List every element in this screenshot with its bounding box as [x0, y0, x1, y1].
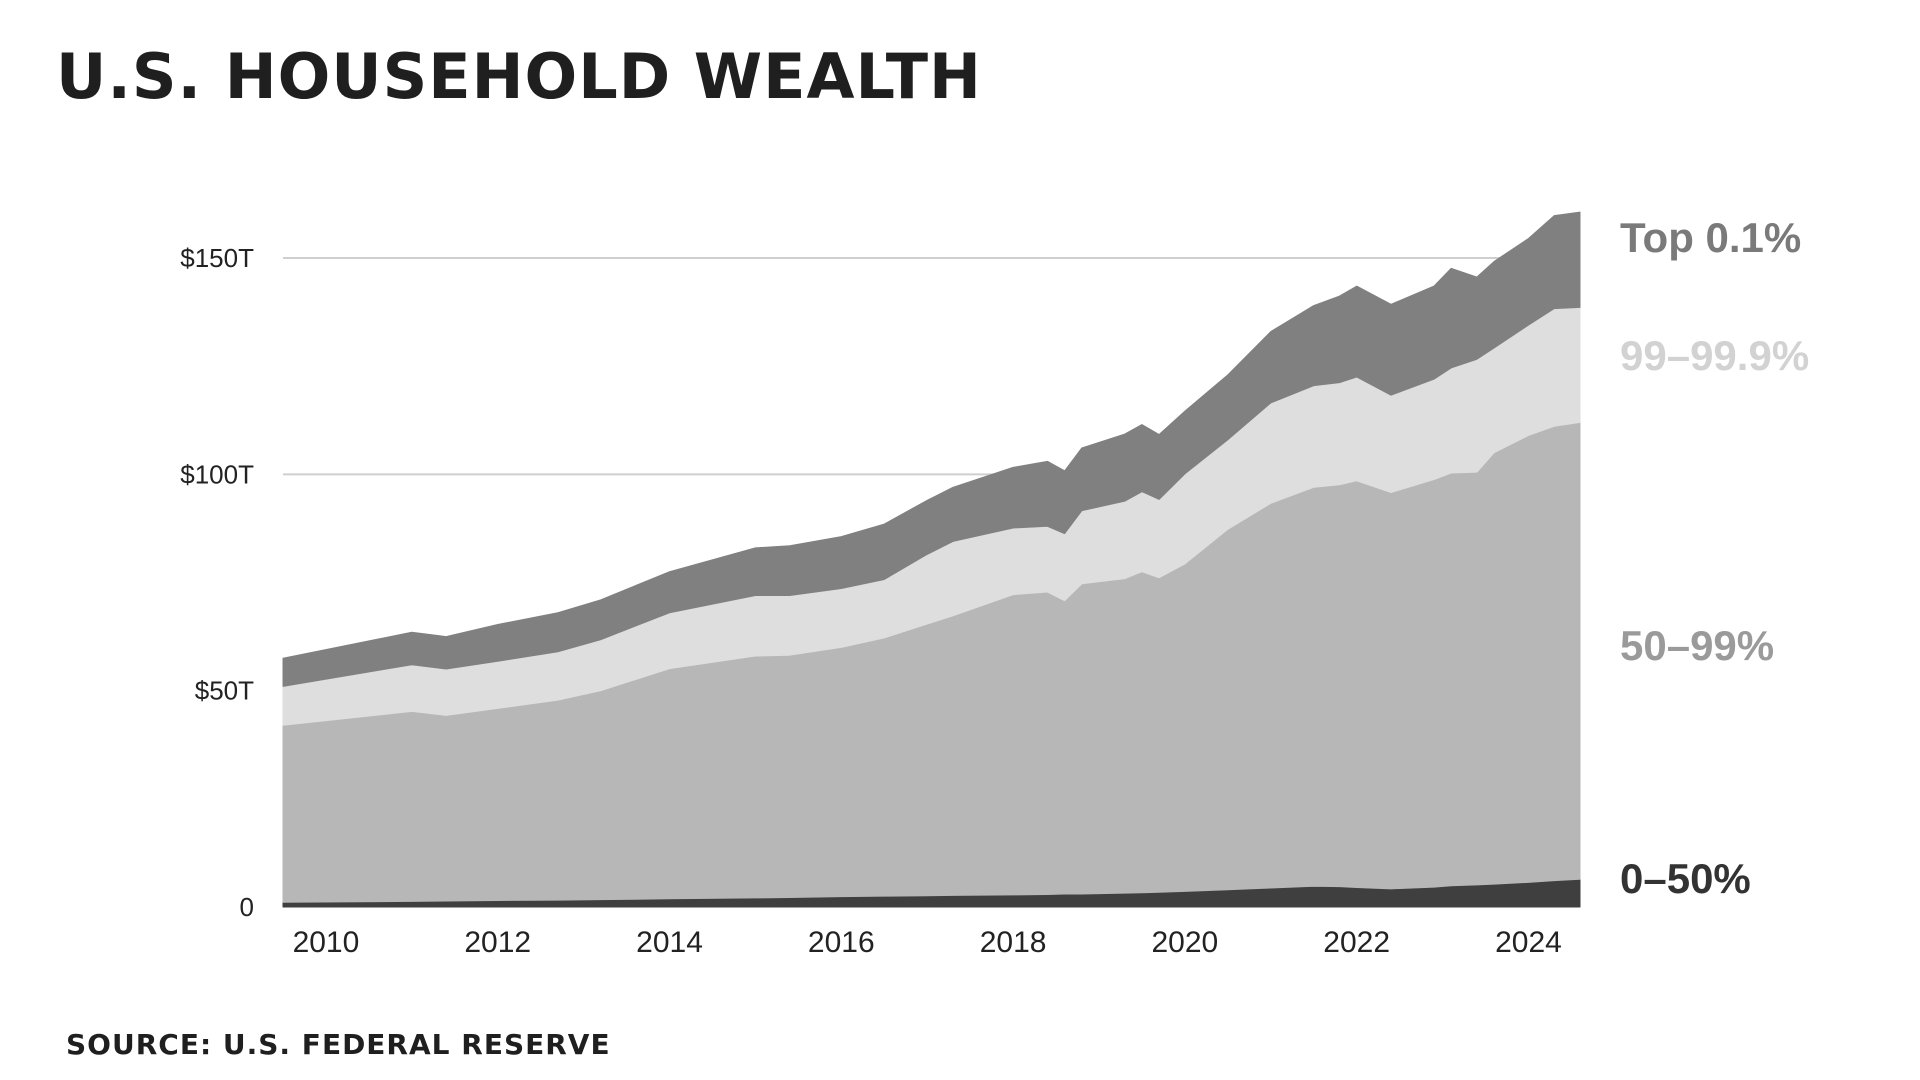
- series-label: 50–99%: [1620, 622, 1774, 669]
- y-tick-label: $150T: [180, 243, 254, 273]
- source-note: SOURCE: U.S. FEDERAL RESERVE: [66, 1028, 611, 1061]
- x-tick-label: 2012: [464, 926, 531, 959]
- chart-title: U.S. HOUSEHOLD WEALTH: [56, 40, 982, 113]
- x-tick-label: 2018: [980, 926, 1047, 959]
- y-tick-label: $100T: [180, 459, 254, 489]
- x-tick-label: 2014: [636, 926, 703, 959]
- y-tick-label: $50T: [195, 676, 254, 706]
- area-top-0-1-: [282, 211, 1581, 687]
- series-label: Top 0.1%: [1620, 214, 1801, 261]
- y-tick-label: 0: [240, 892, 254, 922]
- x-axis-ticks: 2010 2012 2014 2016 2018 2020 2022 2024: [293, 926, 1562, 959]
- x-tick-label: 2016: [808, 926, 875, 959]
- x-tick-label: 2022: [1323, 926, 1390, 959]
- x-tick-label: 2020: [1152, 926, 1219, 959]
- y-axis-ticks: 0 $50T $100T $150T: [180, 243, 254, 922]
- series-label: 99–99.9%: [1620, 332, 1809, 379]
- series-labels: 0–50% 50–99% 99–99.9% Top 0.1%: [1620, 214, 1809, 902]
- x-tick-label: 2010: [293, 926, 360, 959]
- series-label: 0–50%: [1620, 855, 1751, 902]
- stacked-areas: [282, 211, 1581, 908]
- x-tick-label: 2024: [1495, 926, 1562, 959]
